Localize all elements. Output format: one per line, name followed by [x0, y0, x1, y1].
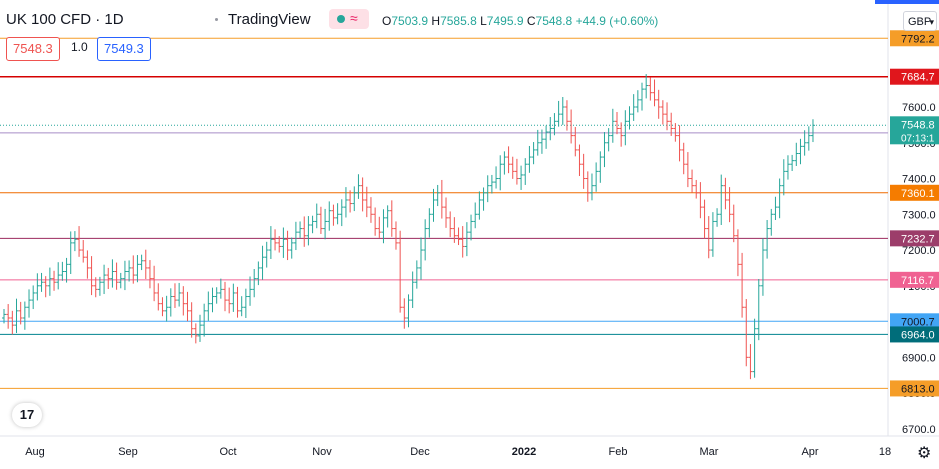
x-tick-label: 2022: [512, 446, 536, 458]
gear-icon[interactable]: ⚙: [917, 445, 932, 462]
level-price-tag: [890, 184, 939, 201]
level-price-label: 6964.0: [901, 329, 935, 341]
separator-dot: [215, 18, 218, 21]
open-label: O: [382, 14, 392, 28]
x-tick-label: Oct: [219, 446, 236, 458]
level-price-label: 7360.1: [901, 188, 935, 200]
x-tick-label: Dec: [410, 446, 430, 458]
x-tick-label: Nov: [312, 446, 332, 458]
bar-countdown-label: 07:13:1: [901, 133, 935, 144]
level-price-label: 7792.2: [901, 33, 935, 45]
y-tick-label: 7600.0: [902, 102, 936, 114]
y-tick-label: 6700.0: [902, 424, 936, 436]
source-label: TradingView: [228, 11, 311, 28]
buy-button[interactable]: 7549.3: [97, 37, 151, 61]
y-tick-label: 7300.0: [902, 209, 936, 221]
level-price-tag: [890, 68, 939, 85]
level-price-label: 7684.7: [901, 72, 935, 84]
ohlc-readout: O7503.9 H7585.8 L7495.9 C7548.8 +44.9 (+…: [382, 14, 658, 28]
y-tick-label: 7400.0: [902, 174, 936, 186]
tradingview-logo-icon[interactable]: 17: [12, 403, 42, 427]
top-accent-bar: [875, 0, 939, 4]
market-open-icon: [337, 15, 345, 23]
level-price-tag: [890, 380, 939, 397]
status-icons[interactable]: ≈: [329, 9, 369, 29]
level-price-tag: [890, 313, 939, 330]
level-price-label: 7000.7: [901, 316, 935, 328]
level-price-tag: [890, 326, 939, 343]
currency-label: GBP: [908, 16, 932, 28]
high-value: 7585.8: [440, 14, 477, 28]
x-tick-label: Apr: [801, 446, 818, 458]
current-price-label: 7548.8: [901, 119, 935, 131]
level-price-label: 6813.0: [901, 383, 935, 395]
level-price-tag: [890, 271, 939, 288]
x-tick-label: Aug: [25, 446, 45, 458]
high-label: H: [431, 14, 441, 28]
x-tick-label: Mar: [700, 446, 719, 458]
close-label: C: [526, 14, 536, 28]
y-tick-label: 7200.0: [902, 245, 936, 257]
level-price-label: 7232.7: [901, 233, 935, 245]
x-tick-label: 18: [879, 446, 891, 458]
spread-value: 1.0: [71, 40, 88, 54]
y-tick-label: 6900.0: [902, 352, 936, 364]
sell-button[interactable]: 7548.3: [6, 37, 60, 61]
chevron-down-icon: ▾: [929, 17, 934, 27]
wave-icon: ≈: [350, 10, 358, 26]
close-value: 7548.8: [535, 14, 573, 28]
x-tick-label: Feb: [609, 446, 628, 458]
symbol-title[interactable]: UK 100 CFD · 1D: [6, 11, 124, 28]
x-tick-label: Sep: [118, 446, 138, 458]
currency-select[interactable]: GBP ▾: [903, 11, 937, 31]
level-price-tag: [890, 230, 939, 247]
level-price-tag: [890, 30, 939, 47]
change-value: +44.9 (+0.60%): [575, 14, 659, 28]
current-price-tag: [890, 116, 939, 145]
low-value: 7495.9: [486, 14, 524, 28]
open-value: 7503.9: [391, 14, 429, 28]
low-label: L: [480, 14, 487, 28]
level-price-label: 7116.7: [901, 275, 934, 287]
